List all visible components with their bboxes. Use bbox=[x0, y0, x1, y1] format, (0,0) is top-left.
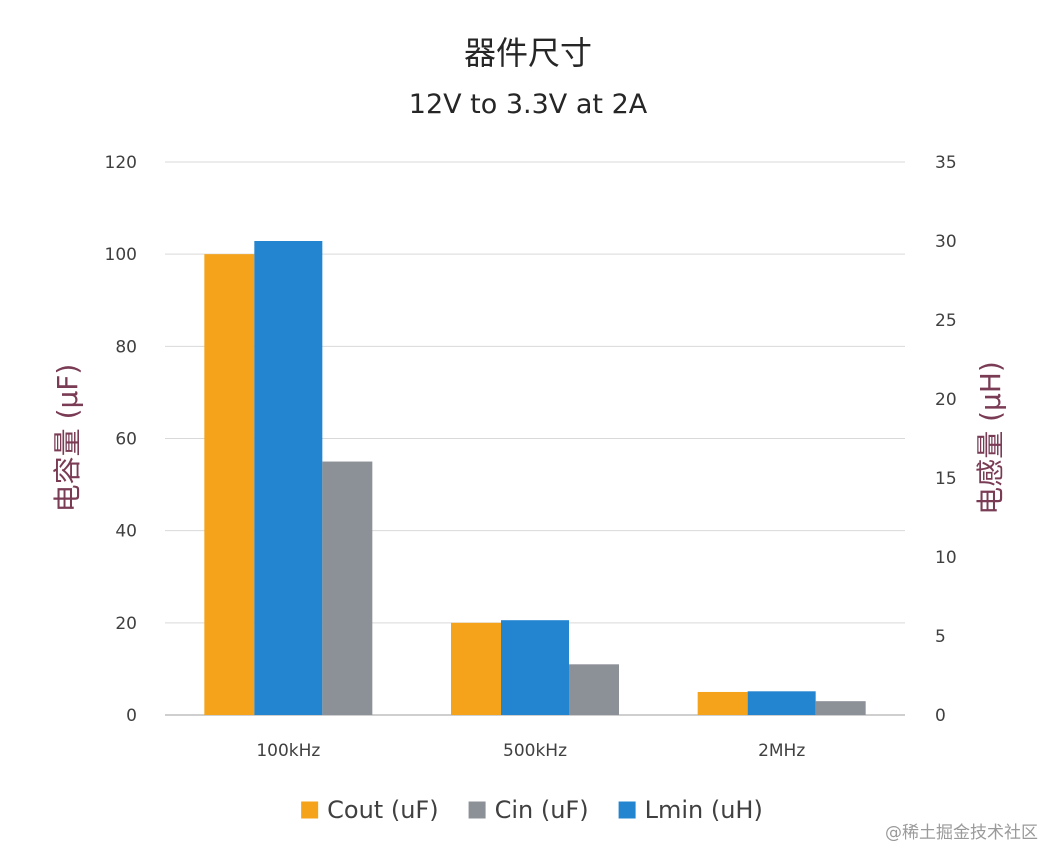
y-tick-right: 15 bbox=[935, 469, 957, 489]
bar bbox=[697, 691, 748, 715]
bars bbox=[204, 241, 866, 715]
y-tick-left: 100 bbox=[105, 245, 137, 265]
y-tick-right: 5 bbox=[935, 627, 946, 647]
y-tick-right: 20 bbox=[935, 390, 957, 410]
y-tick-left: 0 bbox=[126, 706, 137, 726]
y-tick-right: 0 bbox=[935, 706, 946, 726]
y-tick-left: 40 bbox=[115, 522, 137, 542]
tick-labels: 0 20 40 60 80 100 120 0 5 10 15 20 25 30 35 100kHz 500kH… bbox=[105, 153, 957, 761]
bar bbox=[322, 461, 373, 715]
bar bbox=[254, 241, 323, 715]
chart-subtitle: 12V to 3.3V at 2A bbox=[409, 89, 648, 120]
y-axis-label-right: 电感量 (μH) bbox=[974, 361, 1007, 515]
y-tick-right: 10 bbox=[935, 548, 957, 568]
y-tick-right: 25 bbox=[935, 311, 957, 331]
x-tick: 2MHz bbox=[758, 741, 805, 761]
x-tick: 500kHz bbox=[503, 741, 567, 761]
y-tick-right: 35 bbox=[935, 153, 957, 173]
legend-label: Lmin (uH) bbox=[645, 796, 763, 824]
chart-title: 器件尺寸 bbox=[464, 34, 592, 72]
legend-swatch bbox=[301, 801, 319, 819]
bar bbox=[747, 691, 816, 715]
y-tick-left: 60 bbox=[115, 430, 137, 450]
legend-label: Cout (uF) bbox=[327, 796, 438, 824]
y-axis-label-left: 电容量 (μF) bbox=[51, 364, 84, 513]
legend: Cout (uF) Cin (uF) Lmin (uH) bbox=[301, 796, 763, 824]
y-tick-left: 20 bbox=[115, 614, 137, 634]
legend-label: Cin (uF) bbox=[495, 796, 589, 824]
y-tick-left: 120 bbox=[105, 153, 137, 173]
bar bbox=[204, 254, 255, 715]
watermark: @稀土掘金技术社区 bbox=[885, 823, 1038, 843]
bar bbox=[815, 701, 866, 715]
bar bbox=[451, 622, 501, 715]
x-tick: 100kHz bbox=[256, 741, 320, 761]
bar bbox=[501, 620, 569, 715]
legend-swatch bbox=[618, 801, 636, 819]
y-tick-left: 80 bbox=[115, 337, 137, 357]
legend-swatch bbox=[468, 801, 486, 819]
bar bbox=[569, 664, 619, 715]
y-tick-right: 30 bbox=[935, 232, 957, 252]
